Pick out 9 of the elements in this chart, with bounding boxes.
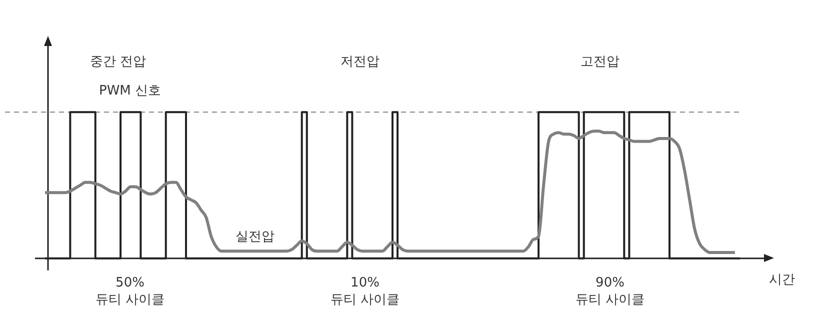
x-axis-title: 시간 <box>769 272 795 288</box>
text: 90% 듀티 사이클 <box>575 275 645 308</box>
text: 저전압 <box>340 54 380 70</box>
series-label: PWM 신호 <box>98 83 162 98</box>
text: 10% 듀티 사이클 <box>330 275 400 308</box>
text: 고전압 <box>580 54 620 70</box>
series-label: 실전압 <box>236 229 274 244</box>
text: 50% 듀티 사이클 <box>95 275 165 308</box>
text: 중간 전압 <box>90 54 146 70</box>
